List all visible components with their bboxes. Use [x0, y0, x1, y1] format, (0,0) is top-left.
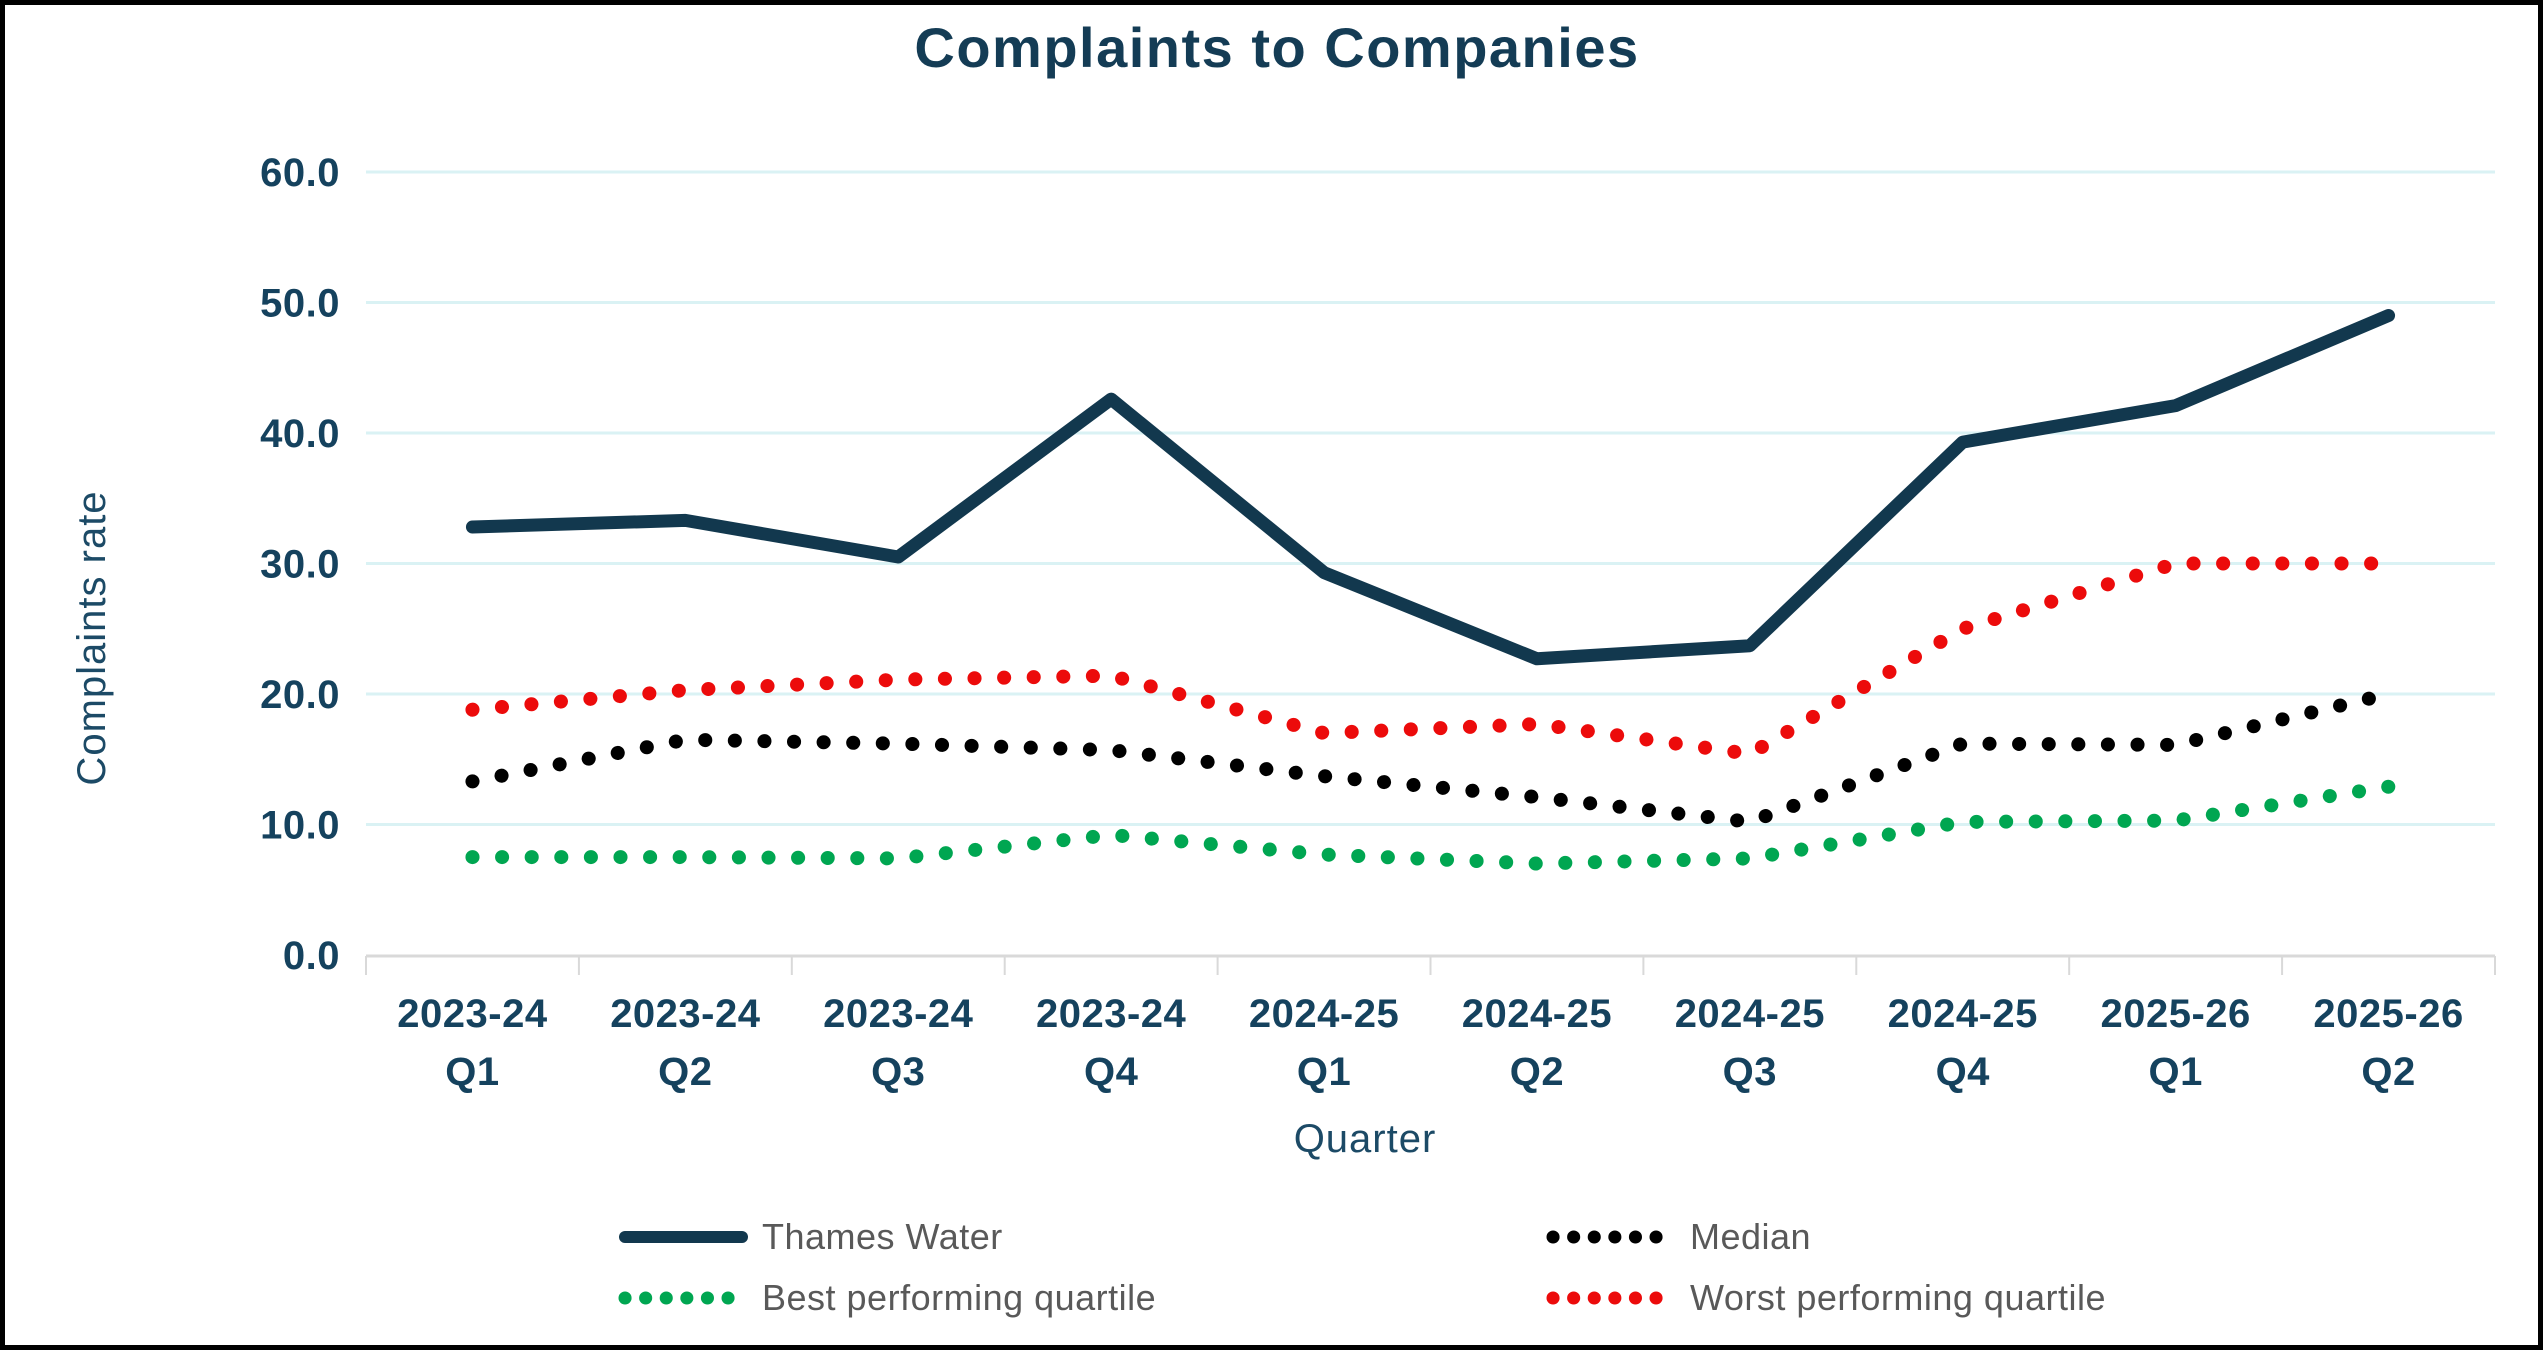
x-category-label-year: 2023-24: [397, 992, 548, 1036]
x-axis: [365, 954, 2496, 975]
legend-label: Thames Water: [762, 1216, 1003, 1257]
y-tick-label: 60.0: [260, 151, 340, 195]
x-category-label-year: 2025-26: [2313, 992, 2463, 1036]
y-tick-label: 30.0: [260, 543, 340, 587]
x-category-label-quarter: Q2: [2361, 1050, 2415, 1094]
x-category-label-quarter: Q3: [1723, 1050, 1777, 1094]
gridlines: [366, 170, 2495, 826]
series-line-thames-water: [465, 309, 2396, 666]
y-tick-label: 40.0: [260, 412, 340, 456]
x-category-label-year: 2023-24: [1036, 992, 1187, 1036]
legend-label: Worst performing quartile: [1690, 1277, 2106, 1318]
chart-title: Complaints to Companies: [914, 16, 1639, 79]
x-category-label-quarter: Q2: [658, 1050, 712, 1094]
x-category-label-quarter: Q2: [1510, 1050, 1564, 1094]
legend-item: Worst performing quartile: [1546, 1277, 2106, 1318]
series-line-median: [465, 687, 2396, 829]
y-tick-label: 0.0: [283, 934, 340, 978]
x-category-label-quarter: Q1: [1297, 1050, 1351, 1094]
x-category-label-year: 2024-25: [1462, 992, 1612, 1036]
x-axis-category-labels: 2023-24 Q1 2023-24 Q2 2023-24 Q3 2023-24 Q4 2024…: [397, 992, 2463, 1094]
y-axis-title: Complaints rate: [70, 490, 114, 785]
x-category-label-quarter: Q1: [2148, 1050, 2202, 1094]
data-series: [465, 309, 2396, 871]
x-category-label-year: 2024-25: [1888, 992, 2038, 1036]
y-tick-label: 20.0: [260, 673, 340, 717]
legend-label: Best performing quartile: [762, 1277, 1156, 1318]
x-category-label-quarter: Q4: [1936, 1050, 1991, 1094]
x-category-label-quarter: Q4: [1084, 1050, 1139, 1094]
x-category-label-year: 2025-26: [2101, 992, 2251, 1036]
y-axis-tick-labels: 0.0 10.0 20.0 30.0 40.0 50.0 60.0: [260, 151, 340, 978]
legend-item: Thames Water: [619, 1216, 1003, 1257]
y-tick-label: 10.0: [260, 804, 340, 848]
legend: Thames Water Median Best performing quarti…: [618, 1216, 2106, 1318]
x-axis-title: Quarter: [1294, 1117, 1437, 1161]
x-category-label-year: 2023-24: [823, 992, 974, 1036]
x-category-label-year: 2024-25: [1675, 992, 1825, 1036]
x-category-label-year: 2023-24: [610, 992, 761, 1036]
x-category-label-year: 2024-25: [1249, 992, 1399, 1036]
series-line-best-performing-quartile: [465, 779, 2396, 871]
complaints-line-chart: Complaints to Companies 0.0 10.0 20.0 30.0 4…: [70, 16, 2496, 1318]
series-line-worst-performing-quartile: [465, 556, 2396, 761]
legend-item: Median: [1546, 1216, 1811, 1257]
y-tick-label: 50.0: [260, 282, 340, 326]
legend-label: Median: [1690, 1216, 1811, 1257]
x-category-label-quarter: Q1: [445, 1050, 499, 1094]
x-category-label-quarter: Q3: [871, 1050, 925, 1094]
legend-item: Best performing quartile: [618, 1277, 1156, 1318]
